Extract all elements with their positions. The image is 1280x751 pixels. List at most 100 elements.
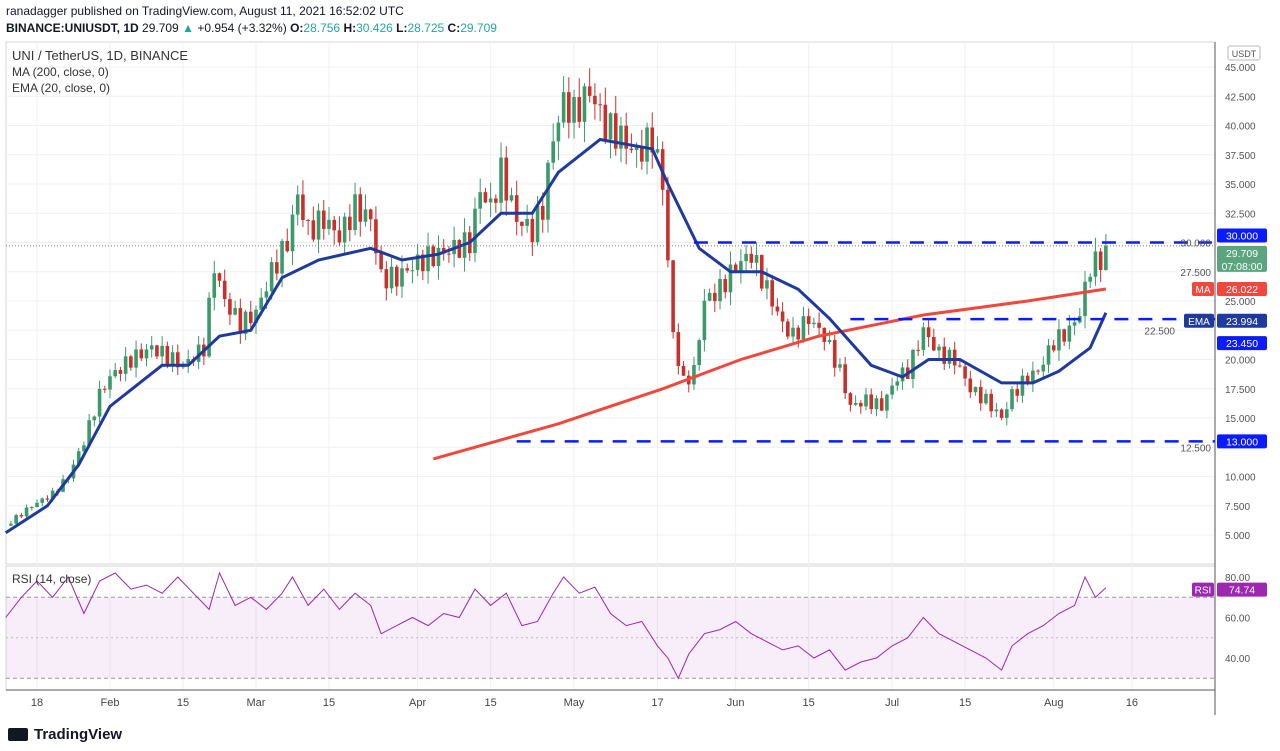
- tradingview-logo[interactable]: TradingView: [8, 726, 122, 743]
- time-tick: 17: [651, 697, 663, 709]
- symbol: BINANCE:UNIUSDT, 1D: [6, 21, 139, 35]
- rsi-tag-bg: [1192, 582, 1214, 597]
- candle-body: [796, 327, 801, 340]
- candle-body: [702, 300, 707, 341]
- candle-body: [321, 210, 326, 229]
- candle-body: [400, 268, 404, 287]
- candle-body: [9, 523, 13, 526]
- price-tick: 10.000: [1225, 473, 1256, 484]
- candle-body: [608, 113, 613, 140]
- candle-body: [791, 327, 795, 337]
- candle-body: [306, 219, 310, 221]
- candle-body: [40, 498, 45, 503]
- candle-body: [978, 386, 983, 404]
- time-tick: Jul: [885, 697, 899, 709]
- price-tick: 40.000: [1225, 122, 1256, 133]
- candle-body: [155, 345, 159, 357]
- candle-body: [1067, 325, 1072, 342]
- candle-body: [838, 364, 842, 368]
- candle-body: [14, 515, 18, 524]
- candle-body: [530, 218, 535, 243]
- ema-value-label-bg: [1217, 313, 1267, 328]
- candle-body: [160, 345, 164, 357]
- candle-body: [613, 113, 618, 149]
- candle-body: [1104, 245, 1108, 271]
- candle-body: [280, 240, 284, 274]
- candle-body: [525, 218, 529, 226]
- time-tick: 18: [31, 697, 43, 709]
- candle-body: [567, 92, 571, 123]
- candle-body: [765, 280, 769, 289]
- rsi-line: [5, 571, 1107, 680]
- candle-body: [848, 393, 853, 405]
- time-tick: 16: [1126, 697, 1138, 709]
- candle-body: [1098, 251, 1103, 271]
- candle-body: [102, 388, 107, 390]
- candle-body: [619, 125, 623, 149]
- time-tick: Aug: [1044, 697, 1064, 709]
- ema20-line: [4, 137, 1108, 534]
- candle-body: [1005, 409, 1009, 418]
- candle-body: [723, 279, 728, 293]
- tradingview-icon: [8, 728, 28, 741]
- candle-body: [728, 264, 733, 293]
- candle-body: [342, 216, 347, 243]
- candle-body: [520, 221, 524, 226]
- candle-body: [1088, 276, 1093, 282]
- candle-body: [374, 219, 378, 254]
- candle-body: [285, 240, 290, 252]
- candle-body: [494, 198, 498, 203]
- candle-body: [358, 194, 363, 222]
- change: +0.954 (+3.32%): [197, 21, 287, 35]
- candle-body: [170, 352, 175, 365]
- candle-body: [645, 127, 649, 162]
- candle-body: [243, 311, 248, 334]
- candle-body: [1083, 281, 1087, 317]
- candle-body: [35, 502, 39, 508]
- candle-body: [139, 349, 144, 359]
- candle-body: [264, 291, 269, 298]
- candle-body: [405, 268, 409, 271]
- candle-body: [947, 349, 952, 364]
- high-value: 30.426: [356, 21, 393, 35]
- price-tick: 42.500: [1225, 92, 1256, 103]
- candle-body: [97, 388, 102, 417]
- candle-body: [353, 194, 357, 231]
- candle-body: [775, 306, 780, 312]
- price-tick: 5.000: [1225, 531, 1250, 542]
- candle-body: [337, 230, 342, 243]
- candle-body: [879, 398, 884, 411]
- candle-body: [963, 366, 967, 379]
- candle-body: [426, 246, 430, 272]
- candle-body: [410, 270, 415, 272]
- ma-tag: MA: [1196, 285, 1211, 296]
- candle-body: [603, 104, 608, 140]
- level-2345-label: 23.450: [1226, 338, 1258, 350]
- candle-body: [1051, 345, 1056, 351]
- candle-body: [572, 97, 576, 123]
- candle-body: [561, 92, 566, 123]
- candle-body: [301, 194, 305, 220]
- candle-body: [222, 280, 227, 300]
- candle-body: [900, 367, 905, 382]
- candle-body: [421, 254, 425, 272]
- high-label: H:: [343, 21, 357, 35]
- price-tick: 32.500: [1225, 209, 1256, 220]
- candle-body: [540, 205, 545, 220]
- candle-body: [911, 349, 915, 379]
- rsi-value-label: 74.74: [1229, 585, 1255, 597]
- rsi-legend: RSI (14, close): [12, 572, 92, 586]
- candle-body: [50, 490, 55, 500]
- candle-body: [973, 386, 978, 393]
- candle-body: [316, 210, 321, 240]
- candle-body: [770, 280, 774, 307]
- candle-body: [29, 507, 34, 509]
- candle-body: [144, 349, 149, 359]
- level-2345-label-bg: [1217, 336, 1267, 351]
- candle-body: [744, 253, 748, 262]
- candle-body: [1046, 345, 1051, 365]
- close-value: 29.709: [460, 21, 497, 35]
- candle-body: [504, 157, 509, 201]
- candle-body: [666, 189, 670, 261]
